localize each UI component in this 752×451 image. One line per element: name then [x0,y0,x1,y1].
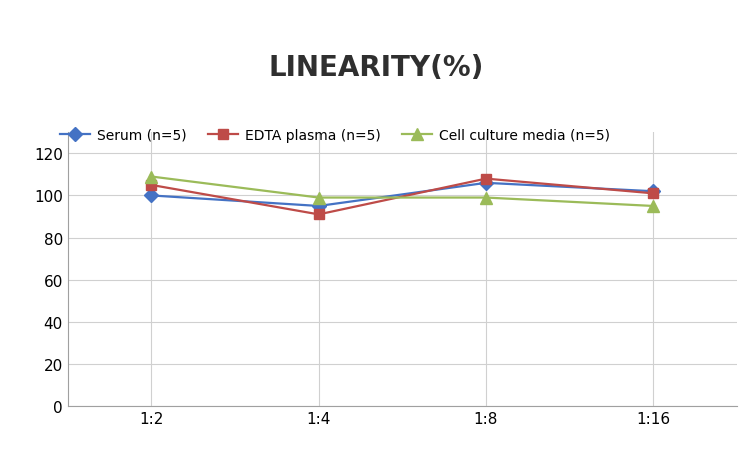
Cell culture media (n=5) [147,175,156,180]
EDTA plasma (n=5) [314,212,323,217]
Legend: Serum (n=5), EDTA plasma (n=5), Cell culture media (n=5): Serum (n=5), EDTA plasma (n=5), Cell cul… [59,129,610,143]
Cell culture media (n=5) [649,204,658,209]
EDTA plasma (n=5) [649,191,658,197]
Line: EDTA plasma (n=5): EDTA plasma (n=5) [147,175,658,220]
Serum (n=5) [649,189,658,194]
Line: Cell culture media (n=5): Cell culture media (n=5) [146,171,659,212]
Serum (n=5) [314,204,323,209]
EDTA plasma (n=5) [147,183,156,188]
EDTA plasma (n=5) [481,176,490,182]
Cell culture media (n=5) [314,195,323,201]
Cell culture media (n=5) [481,195,490,201]
Line: Serum (n=5): Serum (n=5) [147,179,658,212]
Text: LINEARITY(%): LINEARITY(%) [268,54,484,82]
Serum (n=5) [147,193,156,199]
Serum (n=5) [481,181,490,186]
